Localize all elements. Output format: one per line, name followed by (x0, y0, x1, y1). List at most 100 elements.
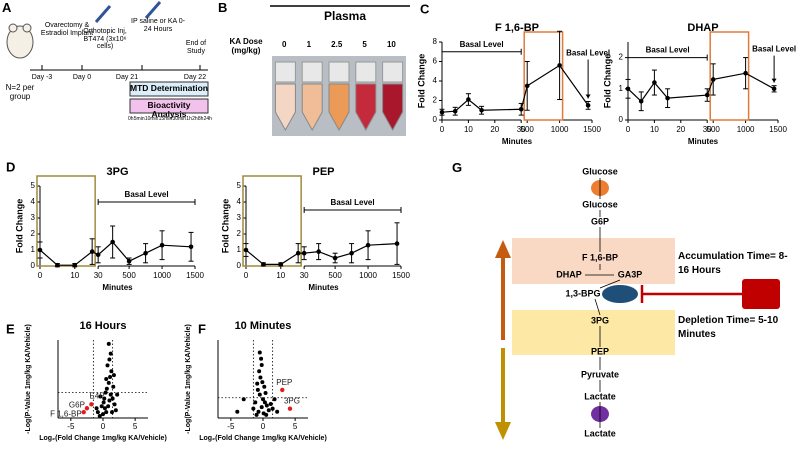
point-label: E4P (89, 391, 104, 400)
y-tick-label: 4 (433, 76, 438, 85)
y-tick-label: 4 (31, 197, 36, 206)
metabolite: Pyruvate (581, 369, 619, 379)
chart-title: F 1,6-BP (495, 22, 539, 34)
x-tick-label: 0 (244, 271, 249, 280)
accumulation-note: Accumulation Time= 8-16 Hours (678, 251, 788, 276)
point (257, 350, 262, 355)
x-tick-label: 5 (133, 422, 138, 431)
y-axis-label: -Log(P-Value 1mg/kg KA/Vehicle) (25, 324, 32, 434)
step: Ovarectomy & Estradiol Implant (40, 22, 94, 37)
timepoint: 1h (186, 116, 192, 122)
point (266, 408, 271, 413)
highlight-box (523, 31, 564, 121)
annotation: Basal Level (752, 45, 796, 54)
depletion-note: Depletion Time= 5-10 Minutes (678, 315, 779, 340)
dose: 10 (386, 40, 396, 49)
point (260, 380, 265, 385)
point (254, 412, 259, 417)
timepoint: 24h (203, 116, 212, 122)
point (110, 410, 114, 415)
y-tick-label: 2 (31, 229, 36, 238)
x-tick-label: 1000 (359, 271, 377, 280)
y-tick-label: 0 (237, 261, 242, 270)
x-tick-label: 1000 (153, 271, 171, 280)
point (89, 249, 95, 254)
point (106, 380, 111, 385)
point (557, 63, 562, 68)
point (111, 373, 116, 378)
point (101, 412, 105, 417)
point (316, 249, 321, 254)
point (743, 70, 748, 76)
annotation: Basal Level (331, 198, 375, 207)
mtd-label: MTD Determination (130, 83, 208, 93)
point (108, 375, 113, 380)
highlight-point (81, 409, 86, 415)
point (243, 247, 249, 253)
enzyme (602, 285, 638, 303)
tube (355, 61, 377, 83)
y-tick-label: 4 (237, 197, 242, 206)
syringe (94, 5, 112, 23)
point (665, 95, 670, 101)
point (452, 108, 458, 114)
x-tick-label: 500 (328, 271, 342, 280)
point (518, 106, 524, 112)
highlight-box (242, 175, 302, 267)
point (106, 404, 111, 409)
metabolite: 3PG (591, 315, 609, 325)
arrow-head (771, 78, 777, 83)
x-tick-label: 1000 (551, 125, 569, 134)
y-axis-label: Fold Change (220, 199, 230, 254)
x-axis-label: Minutes (102, 283, 133, 292)
y-tick-label: 5 (31, 181, 36, 190)
step: End of Study (185, 40, 207, 55)
dose: 2.5 (331, 40, 343, 49)
dose: 1 (306, 40, 312, 49)
point (159, 242, 165, 248)
point (255, 387, 260, 392)
x-tick-label: 0 (440, 125, 445, 134)
point (524, 83, 530, 89)
metabolite: G6P (591, 216, 609, 226)
timepoint: 2h (192, 116, 198, 122)
group-size: N=2 per group (5, 83, 35, 101)
dose: 0 (282, 40, 287, 49)
x-tick-label: 0 (261, 422, 266, 431)
y-tick-label: 0 (619, 115, 624, 124)
y-axis-label: Fold Change (416, 54, 426, 109)
point (112, 402, 117, 407)
point (332, 255, 338, 261)
chart-title: 16 Hours (79, 320, 126, 332)
point (365, 242, 371, 248)
point (394, 241, 400, 246)
point (259, 356, 264, 361)
point (262, 400, 267, 405)
point (272, 397, 277, 402)
mouse-ear (22, 23, 32, 33)
metabolite: Glucose (582, 199, 618, 209)
annotation: Basal Level (566, 49, 610, 58)
dose-label: KA Dose (mg/kg) (229, 37, 263, 55)
series-line (245, 243, 398, 265)
point (278, 262, 284, 267)
series-line (39, 241, 192, 266)
point (251, 406, 256, 411)
metabolite: GA3P (618, 269, 643, 279)
timepoint: 5min (133, 116, 145, 122)
point (268, 401, 273, 406)
metabolite: PEP (591, 346, 609, 356)
tube-liquid (382, 83, 404, 132)
x-tick-label: 1500 (583, 125, 601, 134)
y-tick-label: 8 (433, 37, 438, 46)
day: Day 21 (115, 74, 139, 81)
point (110, 396, 115, 401)
timepoint: 10min (144, 116, 159, 122)
point (295, 250, 301, 256)
point-label: 3PG (284, 397, 300, 406)
x-axis-label: Log₂(Fold Change 1mg/kg KA/Vehicle) (39, 435, 167, 442)
x-tick-label: 20 (490, 125, 499, 134)
point (263, 391, 268, 396)
accumulation-box (512, 238, 675, 284)
